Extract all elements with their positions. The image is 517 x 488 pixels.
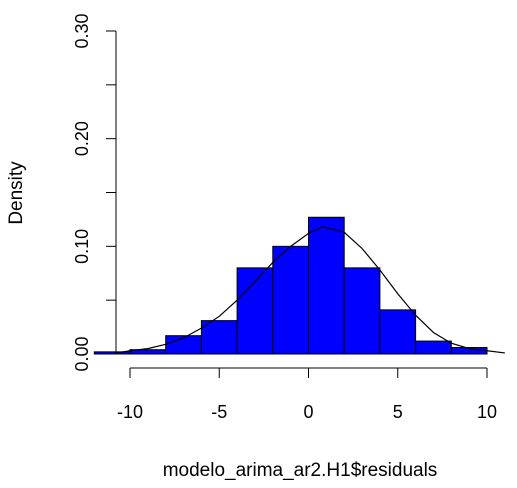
x-tick-label: 0 (303, 402, 313, 422)
histogram-bar (415, 340, 452, 355)
y-tick-label: 0.10 (72, 229, 92, 264)
x-tick-label: 5 (393, 402, 403, 422)
x-axis: -10 -5 0 5 10 (117, 367, 497, 422)
density-curve (115, 226, 505, 354)
y-axis-title: Density (6, 161, 27, 225)
x-tick-label: -5 (211, 402, 227, 422)
histogram-bar (200, 320, 238, 355)
y-axis: 0.00 0.10 0.20 0.30 (72, 13, 117, 372)
histogram-bar (379, 309, 417, 355)
x-tick-label: -10 (117, 402, 143, 422)
histogram-bar (236, 267, 274, 355)
y-tick-label: 0.30 (72, 13, 92, 48)
histogram-bars (93, 216, 488, 355)
x-axis-title: modelo_arima_ar2.H1$residuals (163, 460, 438, 481)
histogram-bar (308, 216, 345, 355)
x-tick-label: 10 (477, 402, 497, 422)
histogram-bar (343, 267, 381, 355)
histogram-bar (272, 245, 309, 355)
y-tick-label: 0.00 (72, 336, 92, 371)
y-tick-label: 0.20 (72, 121, 92, 156)
